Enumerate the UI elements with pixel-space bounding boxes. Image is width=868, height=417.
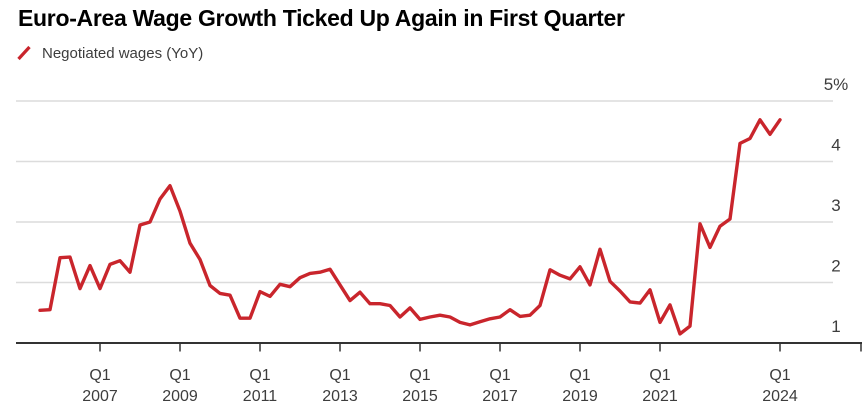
x-axis-label-quarter: Q1 [169, 367, 190, 384]
y-axis-label: 3 [831, 196, 840, 215]
chart-title: Euro-Area Wage Growth Ticked Up Again in… [18, 5, 625, 31]
negotiated-wages-line [38, 118, 782, 336]
legend: Negotiated wages (YoY) [16, 44, 203, 62]
x-axis-label-quarter: Q1 [489, 367, 510, 384]
x-axis-label-year: 2011 [243, 388, 278, 405]
x-axis-label-year: 2013 [322, 388, 358, 405]
x-axis-label-quarter: Q1 [409, 367, 430, 384]
x-axis-label-year: 2007 [82, 388, 118, 405]
x-axis-label-year: 2017 [482, 388, 518, 405]
x-axis-label-quarter: Q1 [89, 367, 110, 384]
y-axis-label: 5% [824, 75, 849, 94]
x-axis-label-year: 2024 [762, 388, 798, 405]
x-axis-label-quarter: Q1 [249, 367, 270, 384]
x-axis-label-year: 2015 [402, 388, 438, 405]
y-axis-label: 4 [831, 136, 840, 155]
x-axis-label-quarter: Q1 [569, 367, 590, 384]
y-axis-label: 1 [831, 317, 840, 336]
y-axis-label: 2 [831, 257, 840, 276]
x-axis-label-quarter: Q1 [769, 367, 790, 384]
legend-series-label: Negotiated wages (YoY) [42, 44, 204, 62]
x-axis-label-quarter: Q1 [329, 367, 350, 384]
x-axis-label-quarter: Q1 [649, 367, 670, 384]
x-axis-label-year: 2009 [162, 388, 198, 405]
x-axis-label-year: 2021 [642, 388, 678, 405]
legend-line-swatch-icon [17, 45, 31, 61]
x-axis-label-year: 2019 [562, 388, 598, 405]
